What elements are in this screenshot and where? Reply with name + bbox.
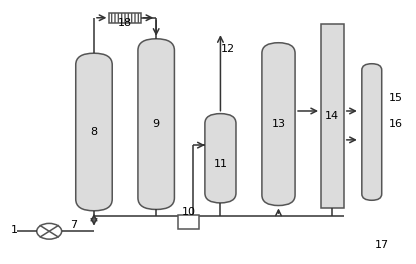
Text: 7: 7: [70, 220, 77, 230]
Bar: [109, 12, 141, 23]
FancyBboxPatch shape: [76, 53, 112, 211]
Text: 9: 9: [153, 119, 160, 129]
FancyBboxPatch shape: [138, 39, 174, 209]
FancyBboxPatch shape: [362, 64, 382, 200]
Text: 10: 10: [181, 207, 196, 217]
Text: 15: 15: [389, 93, 402, 103]
Text: 12: 12: [221, 44, 235, 54]
Text: 1: 1: [10, 225, 17, 235]
Text: 17: 17: [375, 240, 389, 250]
Text: 18: 18: [118, 18, 132, 28]
FancyBboxPatch shape: [205, 114, 236, 203]
Text: 11: 11: [213, 158, 228, 168]
Bar: [321, 24, 344, 208]
FancyBboxPatch shape: [262, 43, 295, 206]
Bar: [178, 215, 199, 229]
Text: 16: 16: [389, 119, 402, 129]
Text: 14: 14: [325, 111, 339, 121]
Text: 13: 13: [272, 119, 285, 129]
Text: 8: 8: [90, 127, 97, 137]
Circle shape: [37, 223, 62, 239]
